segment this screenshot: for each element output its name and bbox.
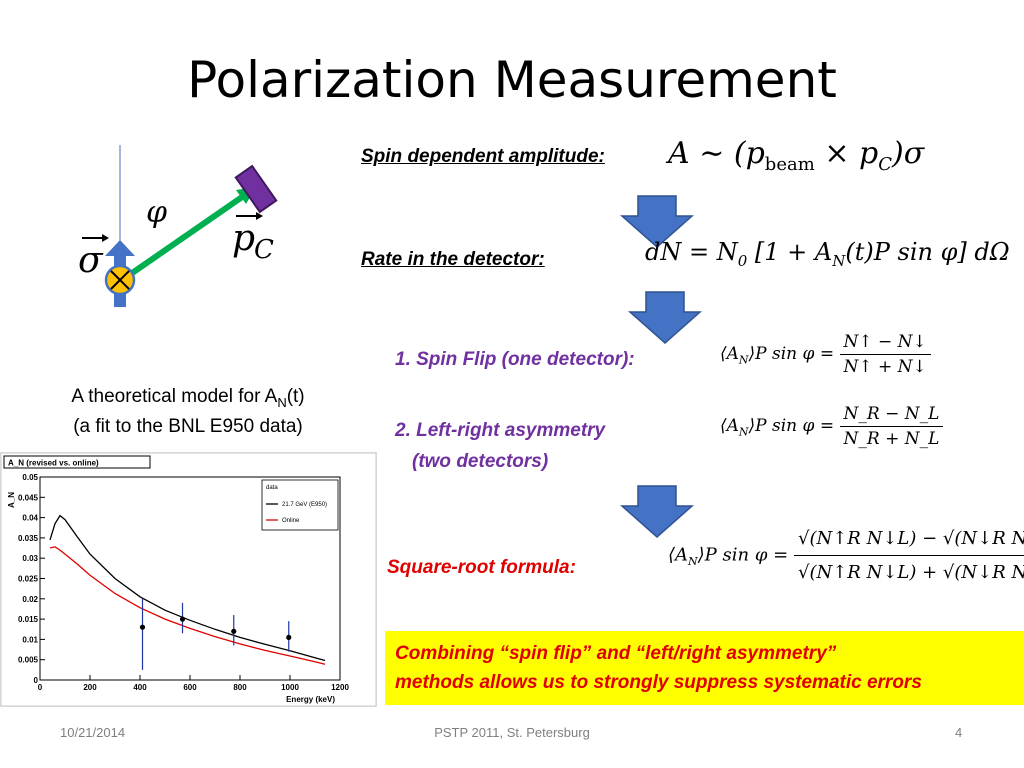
chart-legend: data 21.7 GeV (E950) Online xyxy=(261,479,339,531)
y-tick-label: 0 xyxy=(34,676,39,685)
y-tick-label: 0.05 xyxy=(22,473,38,482)
x-tick-label: 800 xyxy=(233,683,247,692)
rate-formula: dN = N0 [1 + AN(t)P sin φ] dΩ xyxy=(645,238,1010,270)
down-arrow-3 xyxy=(620,485,694,539)
down-arrow-1 xyxy=(620,195,694,249)
y-tick-label: 0.025 xyxy=(18,575,39,584)
y-tick-label: 0.04 xyxy=(22,514,38,523)
lr-formula: ⟨AN⟩P sin φ = N_R − N_L N_R + N_L xyxy=(720,404,944,449)
sqrt-formula-label: Square-root formula: xyxy=(387,557,576,578)
x-tick-label: 1200 xyxy=(331,683,349,692)
y-tick-label: 0.015 xyxy=(18,615,39,624)
chart-title: A_N (revised vs. online) xyxy=(8,459,99,468)
y-tick-label: 0.01 xyxy=(22,635,38,644)
sqrt-formula: ⟨AN⟩P sin φ = √(N↑R N↓L) − √(N↓R N↑L)√(N… xyxy=(668,528,1024,583)
x-tick-label: 600 xyxy=(183,683,197,692)
sigma-vector-label: σ xyxy=(78,234,109,281)
phi-symbol: φ xyxy=(146,195,167,230)
chart-caption-line1: A theoretical model for AN(t) xyxy=(71,386,305,410)
footer-date: 10/21/2014 xyxy=(60,725,126,740)
svg-text:σ: σ xyxy=(78,240,104,281)
rate-label: Rate in the detector: xyxy=(361,249,545,270)
y-axis-label: A_N xyxy=(7,492,16,508)
data-point xyxy=(179,616,186,622)
amplitude-formula: A ∼ (pbeam × pC)σ xyxy=(668,136,925,175)
x-tick-label: 200 xyxy=(83,683,97,692)
legend-entry: Online xyxy=(282,518,300,524)
y-tick-label: 0.03 xyxy=(22,554,38,563)
series-line-1 xyxy=(49,546,326,665)
chart-caption-line2: (a fit to the BNL E950 data) xyxy=(73,416,303,437)
x-tick-label: 1000 xyxy=(281,683,299,692)
footer-page-number: 4 xyxy=(955,725,963,740)
x-tick-label: 0 xyxy=(38,683,43,692)
lr-label-line2: (two detectors) xyxy=(412,451,549,472)
pc-vector-label: p C xyxy=(232,212,274,265)
footer-center: PSTP 2011, St. Petersburg xyxy=(434,725,590,740)
highlight-line2: methods allows us to strongly suppress s… xyxy=(395,672,922,693)
x-tick-label: 400 xyxy=(133,683,147,692)
legend-header: data xyxy=(266,485,278,491)
spin-flip-label: 1. Spin Flip (one detector): xyxy=(395,349,635,370)
an-chart: A_N (revised vs. online) 0 200 400 600 800 10… xyxy=(0,452,377,707)
series-line-0 xyxy=(49,514,326,662)
lr-label-line1: 2. Left-right asymmetry xyxy=(395,420,606,441)
slide-title: Polarization Measurement xyxy=(187,51,837,109)
nucleus-cross xyxy=(104,264,136,296)
legend-entry: 21.7 GeV (E950) xyxy=(282,502,327,508)
data-point xyxy=(231,628,237,634)
spin-amplitude-label: Spin dependent amplitude: xyxy=(361,146,605,167)
down-arrow-2 xyxy=(628,291,702,345)
spin-flip-formula: ⟨AN⟩P sin φ = N↑ − N↓ N↑ + N↓ xyxy=(720,332,931,377)
legend-box xyxy=(261,479,339,531)
detector-bar xyxy=(234,164,278,214)
y-tick-label: 0.035 xyxy=(18,534,39,543)
plot-series xyxy=(49,514,326,670)
spin-diagram: φ σ p C xyxy=(78,145,278,307)
highlight-note: Combining “spin flip” and “left/right as… xyxy=(385,631,1024,705)
y-tick-label: 0.045 xyxy=(18,493,39,502)
highlight-line1: Combining “spin flip” and “left/right as… xyxy=(395,643,837,664)
data-point xyxy=(286,634,292,640)
data-point xyxy=(139,624,146,630)
y-tick-label: 0.02 xyxy=(22,595,38,604)
svg-text:p: p xyxy=(232,218,255,259)
y-tick-label: 0.005 xyxy=(18,656,39,665)
svg-text:C: C xyxy=(254,235,274,265)
x-axis-label: Energy (keV) xyxy=(286,695,335,704)
chart-title-box xyxy=(3,455,151,469)
